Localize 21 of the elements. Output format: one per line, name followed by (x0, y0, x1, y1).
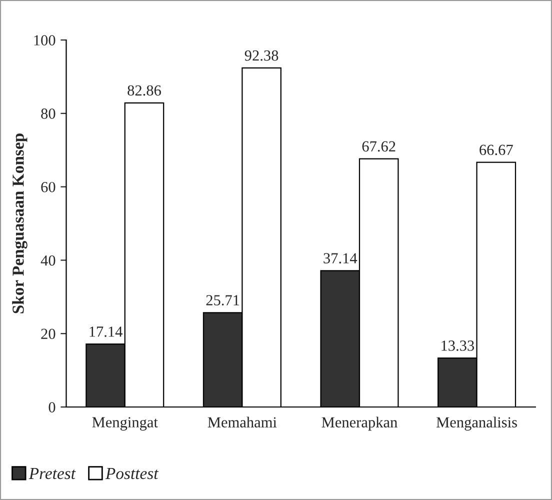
y-tick-label: 100 (34, 35, 56, 46)
data-label: 92.38 (244, 50, 278, 61)
y-tick-label: 0 (48, 402, 56, 412)
y-axis-title: Skor Penguasaan Konsep (12, 134, 28, 314)
x-tick-label: Mengingat (92, 417, 158, 431)
x-tick-label: Menerapkan (322, 416, 398, 431)
data-label: 37.14 (324, 253, 358, 264)
legend-label: Pretest (28, 468, 76, 480)
data-label: 17.14 (90, 326, 122, 337)
x-tick-label: Memahami (208, 416, 277, 428)
y-tick-label: 20 (41, 328, 56, 340)
y-tick-label: 40 (40, 255, 56, 266)
legend-label: Posttest (105, 468, 159, 480)
y-tick-label: 60 (41, 182, 56, 192)
data-label: 13.33 (442, 340, 474, 351)
data-label: 67.62 (362, 141, 396, 152)
x-tick-label: Menganalisis (436, 416, 517, 431)
data-label: 82.86 (128, 85, 161, 96)
data-label: 25.71 (206, 295, 240, 306)
data-label: 66.67 (480, 144, 513, 156)
y-tick-label: 80 (41, 108, 56, 119)
